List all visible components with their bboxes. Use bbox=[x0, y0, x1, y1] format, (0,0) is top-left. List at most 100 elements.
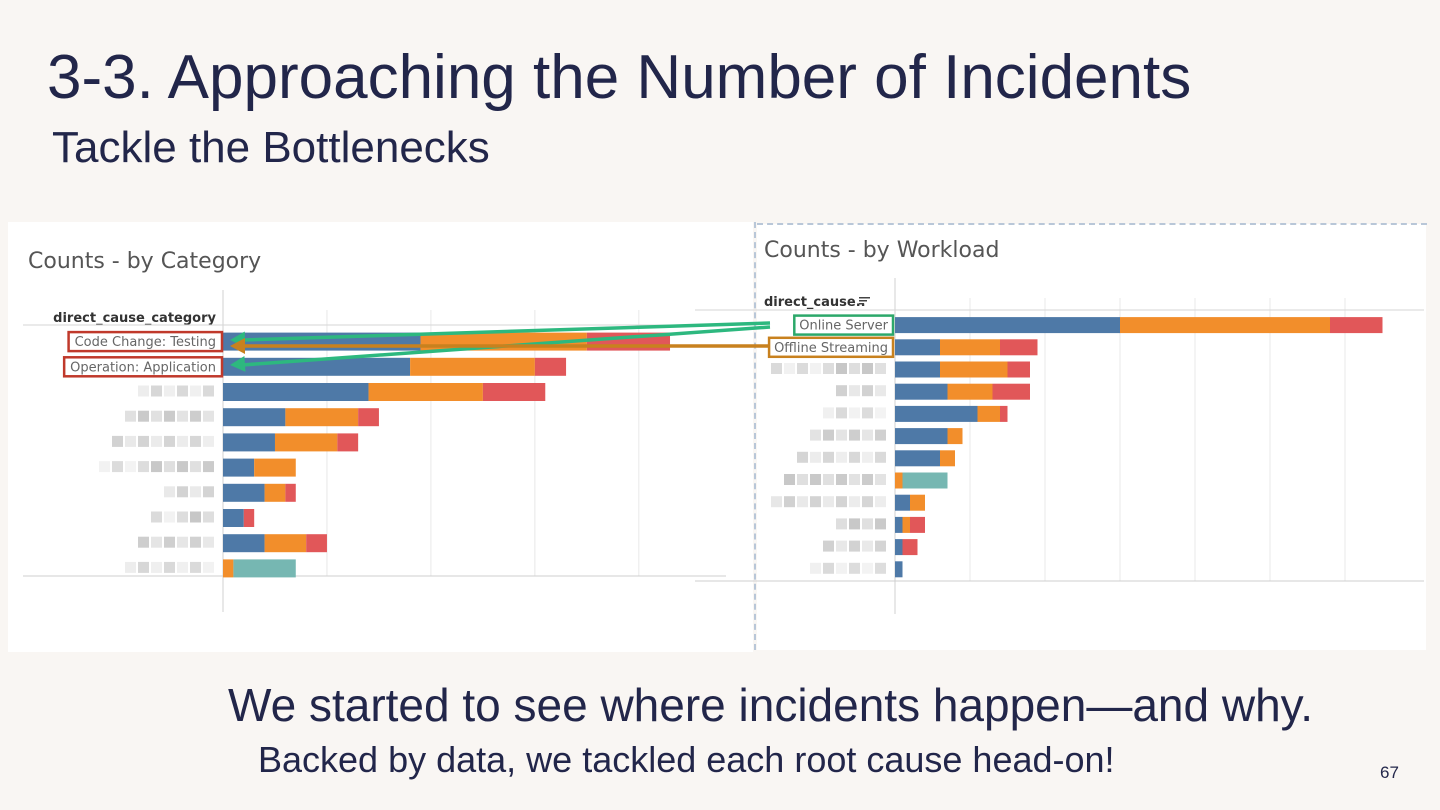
cat-redacted-label bbox=[203, 536, 214, 548]
wl-redacted-label bbox=[810, 474, 821, 485]
wl-redacted-label bbox=[823, 407, 834, 419]
wl-redacted-label bbox=[836, 385, 847, 397]
wl-bar-blue bbox=[895, 428, 948, 445]
wl-redacted-label bbox=[810, 429, 821, 441]
wl-redacted-label bbox=[849, 562, 860, 574]
cat-redacted-label bbox=[177, 410, 188, 422]
cat-bar-red bbox=[243, 509, 255, 527]
footer-substatement: Backed by data, we tackled each root cau… bbox=[258, 739, 1115, 780]
wl-redacted-label bbox=[862, 407, 873, 419]
wl-bar-blue bbox=[895, 317, 1120, 334]
cat-redacted-label bbox=[203, 410, 214, 422]
cat-redacted-label bbox=[112, 461, 123, 473]
wl-chart-title: Counts - by Workload bbox=[764, 238, 999, 263]
cat-redacted-label bbox=[125, 435, 136, 447]
page-number: 67 bbox=[1380, 763, 1399, 782]
wl-bar-blue bbox=[895, 494, 910, 511]
wl-redacted-label bbox=[823, 540, 834, 552]
wl-redacted-label bbox=[797, 496, 808, 508]
wl-redacted-label bbox=[862, 451, 873, 463]
wl-redacted-label bbox=[771, 363, 782, 374]
wl-redacted-label bbox=[823, 363, 834, 374]
cat-bar-blue bbox=[223, 383, 369, 401]
sort-icon bbox=[859, 297, 870, 299]
cat-redacted-label bbox=[190, 461, 201, 473]
wl-redacted-label bbox=[849, 363, 860, 374]
wl-redacted-label bbox=[875, 518, 886, 530]
wl-redacted-label bbox=[875, 407, 886, 419]
wl-redacted-label bbox=[862, 474, 873, 485]
wl-redacted-label bbox=[849, 474, 860, 485]
wl-highlight-box bbox=[793, 314, 895, 336]
wl-redacted-label bbox=[849, 496, 860, 508]
cat-bar-blue bbox=[223, 509, 244, 527]
wl-bar-blue bbox=[895, 405, 978, 422]
cat-bar-orange bbox=[264, 483, 286, 502]
cat-redacted-label bbox=[125, 410, 136, 422]
cat-redacted-label bbox=[151, 511, 162, 523]
wl-bar-red bbox=[1000, 339, 1038, 356]
cat-bar-orange bbox=[368, 383, 483, 401]
wl-redacted-label bbox=[823, 562, 834, 574]
cat-redacted-label bbox=[190, 561, 201, 573]
cat-bar-orange bbox=[254, 458, 296, 477]
wl-row-header: direct_cause.. bbox=[764, 295, 866, 310]
cat-redacted-label bbox=[177, 536, 188, 548]
wl-bar-teal bbox=[902, 472, 948, 489]
wl-bar-red bbox=[1007, 361, 1030, 378]
cat-redacted-label bbox=[203, 486, 214, 498]
cat-row-header: direct_cause_category bbox=[53, 311, 216, 326]
arrow-online-to-application-head bbox=[230, 355, 246, 372]
wl-redacted-label bbox=[784, 474, 795, 485]
cat-bar-red bbox=[534, 357, 567, 376]
wl-bar-orange bbox=[910, 494, 925, 511]
cat-redacted-label bbox=[138, 410, 149, 422]
cat-redacted-label bbox=[203, 385, 214, 397]
cat-redacted-label bbox=[112, 435, 123, 447]
slide-title: 3-3. Approaching the Number of Incidents bbox=[47, 43, 1192, 112]
wl-redacted-label bbox=[797, 451, 808, 463]
wl-redacted-label bbox=[875, 429, 886, 441]
cat-redacted-label bbox=[151, 461, 162, 473]
cat-redacted-label bbox=[164, 486, 175, 498]
panel-divider bbox=[754, 222, 756, 650]
wl-redacted-label bbox=[862, 518, 873, 530]
cat-bar-red bbox=[337, 433, 359, 452]
cat-redacted-label bbox=[151, 435, 162, 447]
wl-redacted-label bbox=[875, 363, 886, 374]
wl-redacted-label bbox=[810, 562, 821, 574]
cat-redacted-label bbox=[151, 561, 162, 573]
cat-redacted-label bbox=[138, 536, 149, 548]
cat-bar-red bbox=[482, 383, 546, 401]
cat-redacted-label bbox=[177, 511, 188, 523]
wl-redacted-label bbox=[862, 540, 873, 552]
cat-redacted-label bbox=[164, 561, 175, 573]
cat-redacted-label bbox=[177, 461, 188, 473]
wl-bar-orange bbox=[895, 472, 903, 489]
wl-category-label: Offline Streaming bbox=[774, 341, 888, 356]
wl-redacted-label bbox=[810, 363, 821, 374]
cat-bar-orange bbox=[274, 433, 338, 452]
sort-icon bbox=[859, 300, 867, 302]
cat-redacted-label bbox=[164, 435, 175, 447]
wl-redacted-label bbox=[875, 451, 886, 463]
cat-redacted-label bbox=[151, 410, 162, 422]
cat-bar-blue bbox=[223, 483, 265, 502]
wl-redacted-label bbox=[784, 363, 795, 374]
wl-redacted-label bbox=[849, 518, 860, 530]
wl-redacted-label bbox=[836, 407, 847, 419]
wl-bar-orange bbox=[947, 428, 963, 445]
wl-bar-orange bbox=[947, 383, 993, 400]
cat-category-label: Code Change: Testing bbox=[75, 335, 216, 350]
wl-bar-orange bbox=[977, 405, 1000, 422]
cat-redacted-label bbox=[164, 461, 175, 473]
cat-redacted-label bbox=[138, 561, 149, 573]
cat-redacted-label bbox=[177, 385, 188, 397]
sort-icon bbox=[859, 303, 864, 305]
wl-redacted-label bbox=[836, 496, 847, 508]
wl-bar-red bbox=[1330, 317, 1383, 334]
cat-highlight-box bbox=[62, 356, 224, 378]
panel-top-border bbox=[757, 223, 1427, 225]
wl-redacted-label bbox=[810, 451, 821, 463]
cat-redacted-label bbox=[203, 511, 214, 523]
